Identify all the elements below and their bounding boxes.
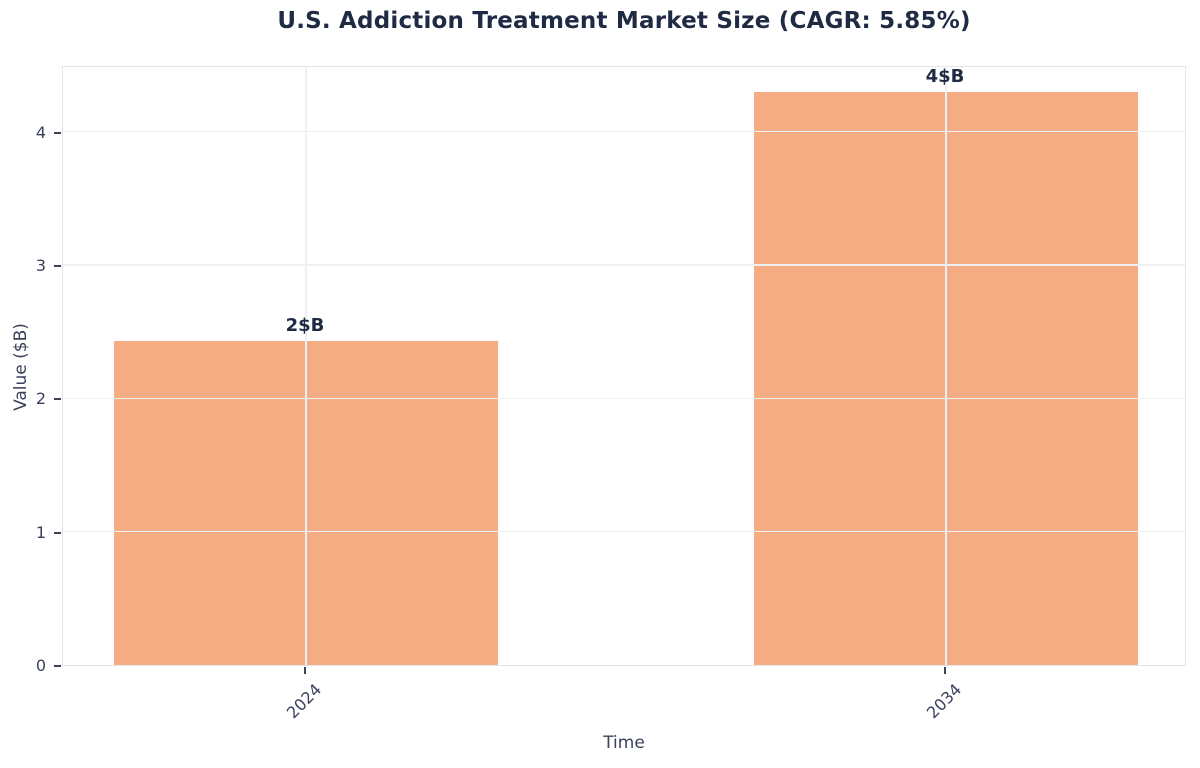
y-tick-mark-1 (54, 531, 61, 534)
h-gridline-3 (63, 264, 1185, 266)
y-tick-mark-3 (54, 265, 61, 267)
y-axis-label: Value ($B) (11, 323, 31, 411)
plot-area (62, 66, 1186, 666)
y-tick-label-2: 2 (35, 389, 46, 409)
x-axis-label: Time (603, 733, 645, 753)
x-tick-mark-2034 (944, 667, 946, 674)
y-tick-mark-0 (54, 665, 61, 667)
y-tick-label-1: 1 (35, 522, 46, 542)
bar-value-label-2034: 4$B (925, 65, 965, 87)
y-tick-label-3: 3 (35, 256, 46, 275)
chart-title: U.S. Addiction Treatment Market Size (CA… (277, 8, 971, 34)
v-gridline-2024 (305, 67, 307, 665)
h-gridline-4 (63, 130, 1185, 133)
y-tick-label-4: 4 (35, 122, 46, 142)
x-tick-label-2034: 2034 (923, 680, 966, 723)
y-tick-mark-2 (54, 398, 61, 401)
h-gridline-2 (63, 397, 1185, 400)
x-tick-mark-2024 (304, 667, 306, 674)
x-tick-label-2024: 2024 (283, 680, 326, 723)
h-gridline-1 (63, 530, 1185, 533)
v-gridline-2034 (945, 67, 947, 665)
y-tick-label-0: 0 (35, 656, 46, 675)
bar-value-label-2024: 2$B (285, 315, 325, 336)
y-tick-mark-4 (54, 131, 61, 134)
